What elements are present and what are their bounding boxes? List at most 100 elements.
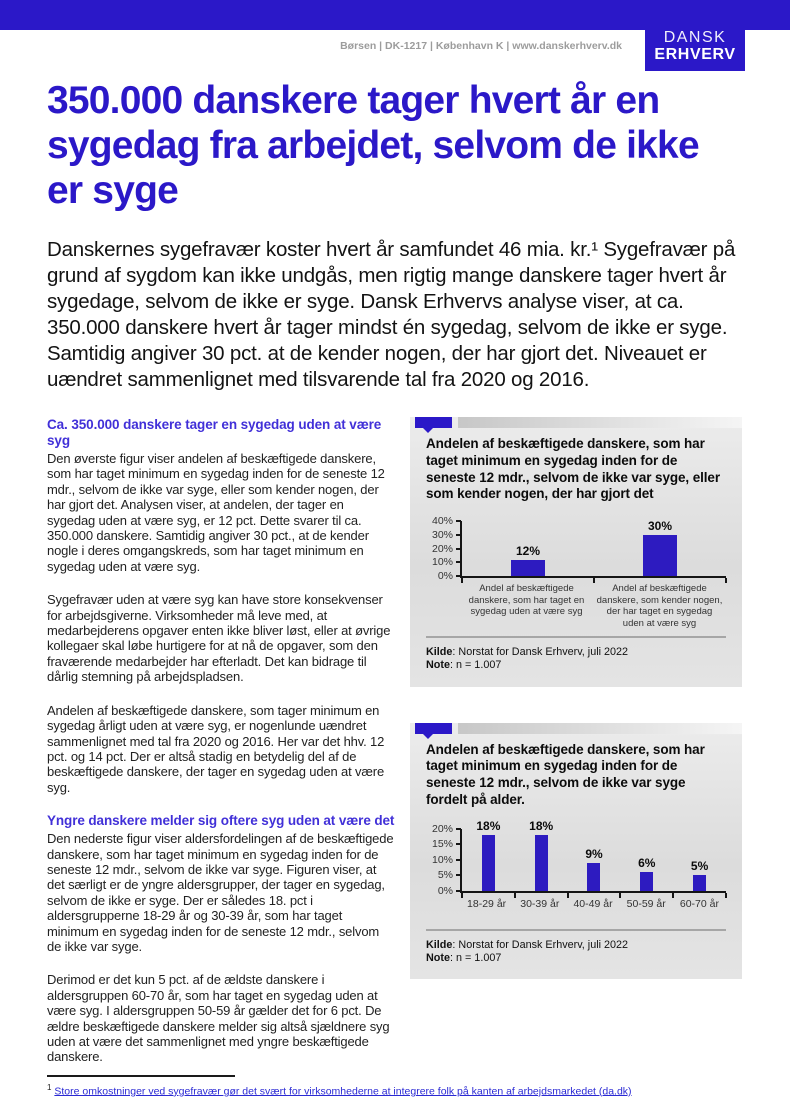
logo-line-erhverv: ERHVERV: [654, 46, 736, 63]
y-tick-label: 30%: [431, 528, 453, 541]
x-tick-mark: [619, 892, 622, 898]
bar-group: 30%: [594, 519, 726, 577]
bar-value-label: 9%: [585, 846, 603, 861]
body-paragraph: Derimod er det kun 5 pct. af de ældste d…: [47, 972, 390, 1065]
x-category-label: 30-39 år: [520, 897, 560, 910]
y-tick-mark: [456, 561, 461, 564]
footnote-link[interactable]: Store omkostninger ved sygefravær gør de…: [54, 1085, 632, 1098]
bar-group: 6%: [620, 829, 673, 891]
x-tick-mark: [593, 578, 595, 584]
x-tick-mark: [566, 892, 569, 898]
x-tick-mark: [461, 578, 463, 584]
chart-source-line: Kilde: Norstat for Dansk Erhverv, juli 2…: [426, 939, 726, 952]
body-paragraph: Den nederste figur viser aldersfordeling…: [47, 831, 394, 954]
x-tick-mark: [672, 892, 675, 898]
y-tick-mark: [456, 827, 461, 830]
x-category-label: Andel af beskæftigede danskere, som har …: [468, 583, 585, 618]
x-tick-mark: [725, 578, 727, 584]
x-tick-mark: [461, 892, 463, 898]
section-heading-1: Ca. 350.000 danskere tager en sygedag ud…: [47, 417, 382, 448]
y-tick-mark: [456, 843, 461, 846]
body-paragraph: Den øverste figur viser andelen af beskæ…: [47, 451, 385, 574]
bar-group: 18%: [462, 819, 515, 891]
bar: [587, 862, 601, 891]
bar-value-label: 18%: [529, 818, 554, 833]
bar: [693, 875, 707, 891]
chart-title: Andelen af beskæftigede danskere, som ha…: [426, 436, 720, 502]
bar-group: 5%: [673, 829, 726, 891]
source-text: : Norstat for Dansk Erhverv, juli 2022: [452, 938, 629, 951]
bar: [534, 834, 548, 891]
card-header-row: [410, 417, 742, 433]
chart-y-axis: 40% 30% 20% 10% 0%: [426, 515, 460, 582]
card-header-row: [410, 722, 742, 739]
chart-source-line: Kilde: Norstat for Dansk Erhverv, juli 2…: [426, 646, 726, 659]
footnote-marker: 1: [47, 1082, 52, 1092]
footnote: 1 Store omkostninger ved sygefravær gør …: [47, 1083, 743, 1098]
y-tick-mark: [456, 520, 461, 523]
card-divider: [426, 636, 726, 639]
y-tick-label: 0%: [437, 884, 453, 897]
bar-value-label: 12%: [515, 543, 541, 558]
note-label: Note: [426, 659, 450, 672]
x-category-label: 50-59 år: [626, 897, 666, 910]
source-text: : Norstat for Dansk Erhverv, juli 2022: [452, 646, 629, 659]
bar-value-label: 18%: [476, 818, 501, 833]
y-tick-label: 15%: [431, 838, 453, 851]
chart-y-axis: 20% 15% 10% 5% 0%: [426, 823, 460, 897]
logo-line-dansk: DANSK: [663, 29, 727, 46]
source-label: Kilde: [426, 646, 453, 659]
content-columns: Ca. 350.000 danskere tager en sygedag ud…: [47, 417, 743, 1065]
body-paragraph: Andelen af beskæftigede danskere, som ta…: [47, 702, 385, 795]
x-category-label: 60-70 år: [679, 897, 719, 910]
y-tick-mark: [456, 547, 461, 550]
y-tick-label: 10%: [431, 556, 453, 569]
chart-x-labels: Andel af beskæftigede danskere, som har …: [460, 583, 726, 629]
bar-group: 18%: [515, 819, 568, 891]
card-accent-tab: [415, 722, 452, 739]
y-tick-mark: [456, 858, 461, 861]
x-tick-mark: [725, 892, 727, 898]
chart-note-line: Note: n = 1.007: [426, 659, 726, 672]
x-category-label: 18-29 år: [467, 897, 507, 910]
bar: [643, 534, 677, 577]
note-text: : n = 1.007: [450, 659, 502, 672]
body-paragraph: Sygefravær uden at være syg kan have sto…: [47, 592, 391, 685]
chart-title: Andelen af beskæftigede danskere, som ha…: [426, 741, 705, 807]
bar-group: 12%: [462, 521, 594, 577]
dansk-erhverv-logo: DANSK ERHVERV: [645, 0, 745, 71]
x-category-label: 40-49 år: [573, 897, 613, 910]
y-tick-label: 20%: [431, 542, 453, 555]
y-tick-mark: [456, 575, 461, 578]
section-heading-2: Yngre danskere melder sig oftere syg ude…: [47, 813, 395, 829]
header-address-line: Børsen | DK-1217 | København K | www.dan…: [340, 40, 622, 52]
bar: [640, 872, 654, 891]
card-header-strip: [458, 722, 742, 734]
footnote-rule: [47, 1074, 235, 1077]
page-title: 350.000 danskere tager hvert år en syged…: [47, 79, 700, 212]
card-accent-tab: [415, 417, 452, 433]
chart-card-2: Andelen af beskæftigede danskere, som ha…: [410, 722, 742, 980]
y-tick-mark: [456, 533, 461, 536]
bar-chart-by-age: 20% 15% 10% 5% 0% 18% 18% 9% 6% 5%: [426, 819, 727, 898]
y-tick-label: 10%: [431, 853, 453, 866]
chart-card-1: Andelen af beskæftigede danskere, som ha…: [410, 417, 742, 687]
card-divider: [426, 928, 726, 931]
figures-column: Andelen af beskæftigede danskere, som ha…: [410, 417, 742, 1065]
bar-group: 9%: [568, 829, 621, 891]
bar-chart-sick-day-share: 40% 30% 20% 10% 0% 12% 30%: [426, 515, 727, 584]
bar: [511, 559, 545, 577]
chart-x-labels: 18-29 år 30-39 år 40-49 år 50-59 år 60-70 år: [460, 898, 726, 911]
note-text: : n = 1.007: [450, 951, 502, 964]
note-label: Note: [426, 951, 450, 964]
y-tick-label: 5%: [437, 869, 453, 882]
y-tick-label: 20%: [431, 822, 453, 835]
bar-value-label: 6%: [638, 856, 656, 871]
y-tick-label: 0%: [437, 570, 453, 583]
chart-plot: 12% 30%: [456, 519, 727, 584]
bar: [481, 834, 495, 891]
x-category-label: Andel af beskæftigede danskere, som kend…: [596, 583, 723, 629]
article-column: Ca. 350.000 danskere tager en sygedag ud…: [47, 417, 395, 1065]
chart-note-line: Note: n = 1.007: [426, 952, 726, 965]
source-label: Kilde: [426, 938, 453, 951]
